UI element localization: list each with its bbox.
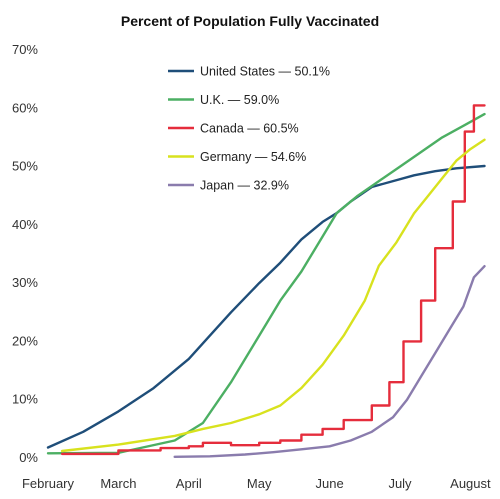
legend-label-2: Canada — 60.5% [200, 122, 299, 136]
legend-label-3: Germany — 54.6% [200, 150, 306, 164]
legend-label-1: U.K. — 59.0% [200, 93, 279, 107]
legend-label-0: United States — 50.1% [200, 65, 330, 79]
x-axis: February March April May June July August [22, 476, 491, 491]
y-tick-label: 10% [12, 392, 38, 407]
x-tick-label: February [22, 476, 75, 491]
y-tick-label: 70% [12, 42, 38, 57]
legend-label-4: Japan — 32.9% [200, 179, 289, 193]
x-tick-label: July [388, 476, 412, 491]
series-line-3 [60, 138, 486, 453]
x-tick-label: May [247, 476, 272, 491]
x-tick-label: June [315, 476, 343, 491]
legend: United States — 50.1% U.K. — 59.0% Canada … [168, 65, 330, 193]
plot-area [46, 104, 486, 458]
y-tick-label: 0% [19, 450, 38, 465]
x-tick-label: March [100, 476, 136, 491]
y-axis: 0% 10% 20% 30% 40% 50% 60% 70% [12, 42, 38, 465]
y-tick-label: 60% [12, 100, 38, 115]
y-tick-label: 50% [12, 159, 38, 174]
y-tick-label: 30% [12, 275, 38, 290]
chart-title: Percent of Population Fully Vaccinated [121, 13, 379, 29]
series-line-2 [60, 104, 486, 456]
series-line-4 [173, 265, 486, 458]
x-tick-label: August [450, 476, 491, 491]
x-tick-label: April [176, 476, 202, 491]
series-line-0 [46, 164, 486, 449]
y-tick-label: 40% [12, 217, 38, 232]
y-tick-label: 20% [12, 333, 38, 348]
series-line-1 [46, 112, 486, 455]
